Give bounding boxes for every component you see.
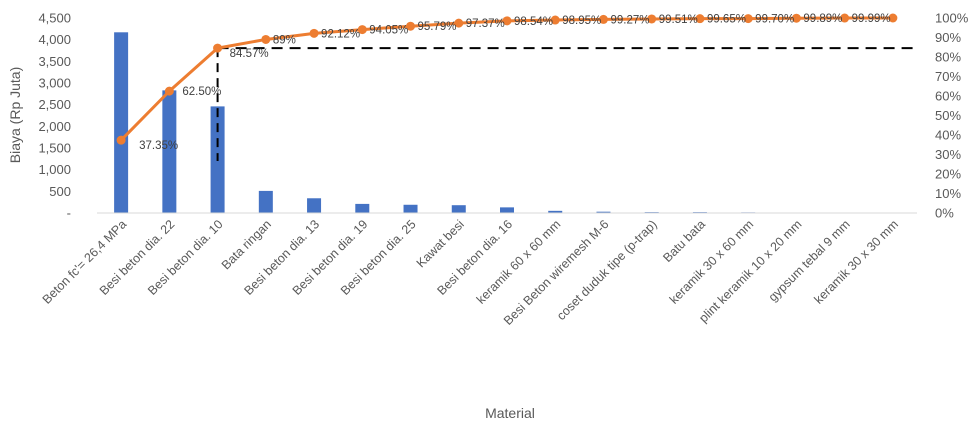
cumulative-point [116,135,126,145]
bar [403,204,418,213]
y-left-tick-label: 4,000 [38,32,71,47]
bar [258,190,273,213]
y-right-tick-label: 80% [935,50,961,65]
reference-lines [216,47,917,161]
cumulative-data-label: 99.70% [755,14,794,26]
y-left-tick-label: 4,500 [38,11,71,26]
cumulative-data-label: 84.57% [230,48,269,60]
y-right-tick-label: 90% [935,30,961,45]
cumulative-data-label: 62.50% [182,86,221,98]
y-axis-title: Biaya (Rp Juta) [7,67,23,163]
y-left-tick-label: - [67,206,71,221]
cumulative-point [502,16,512,26]
bar [355,203,370,213]
cumulative-point [213,43,223,53]
cumulative-point [598,14,608,24]
cumulative-data-label: 89% [273,34,296,46]
cumulative-point [888,13,898,23]
cumulative-data-label: 92.12% [321,28,360,40]
cumulative-point [550,15,560,25]
cumulative-data-label: 94.05% [369,25,408,37]
cumulative-point [743,14,753,24]
y-left-tick-label: 1,000 [38,162,71,177]
data-labels: 37.35% 62.50% 84.57% 89% 92.12% 94.05% 95.79% 9… [139,13,891,152]
cumulative-point [309,28,319,38]
cumulative-point [840,13,850,23]
y-right-axis: 0% 10% 20% 30% 40% 50% 60% 70% 80% 90% 100% [935,11,969,221]
cumulative-point [454,18,464,28]
cumulative-point [647,14,657,24]
cumulative-series-line [120,16,893,142]
cumulative-line [116,13,898,145]
bar [162,90,177,213]
cumulative-data-label: 98.54% [514,16,553,28]
y-right-tick-label: 0% [935,206,954,221]
y-left-tick-label: 2,500 [38,97,71,112]
y-left-tick-label: 2,000 [38,119,71,134]
x-category-label: keramik 60 x 60 mm [474,217,563,306]
bar [451,205,466,213]
cumulative-data-label: 97.37% [466,18,505,30]
y-right-tick-label: 20% [935,167,961,182]
cumulative-data-label: 99.99% [852,13,891,25]
cumulative-point [695,14,705,24]
cumulative-point [357,25,367,35]
x-category-label: keramik 30 x 30 mm [812,217,901,306]
x-axis-title: Material [485,405,535,421]
x-category-label: Batu bata [660,217,708,265]
cumulative-point [164,86,174,96]
x-category-label: gypsum tebal 9 mm [766,217,853,304]
bar [596,211,611,213]
cumulative-data-label: 99.27% [610,14,649,26]
cumulative-data-label: 99.65% [707,14,746,26]
y-right-tick-label: 30% [935,147,961,162]
y-right-tick-label: 10% [935,186,961,201]
cumulative-point [791,13,801,23]
y-right-tick-label: 60% [935,89,961,104]
cumulative-data-label: 37.35% [139,140,178,152]
y-left-tick-label: 3,500 [38,54,71,69]
y-right-tick-label: 50% [935,108,961,123]
cumulative-point [261,34,271,44]
cumulative-data-label: 95.79% [418,21,457,33]
bar [548,210,563,213]
y-right-tick-label: 40% [935,128,961,143]
cumulative-data-label: 99.51% [659,14,698,26]
bar [500,207,514,213]
y-left-tick-label: 500 [49,184,71,199]
x-category-label: Beton fc'= 26,4 MPa [40,217,130,307]
cumulative-data-label: 99.89% [803,13,842,25]
y-left-tick-label: 3,000 [38,76,71,91]
x-category-label: coset duduk tipe (p-trap) [554,217,660,323]
y-left-tick-label: 1,500 [38,141,71,156]
y-right-tick-label: 100% [935,11,969,26]
x-category-label: keramik 30 x 60 mm [667,217,756,306]
bar [114,32,129,213]
y-right-tick-label: 70% [935,69,961,84]
cumulative-data-label: 98.95% [562,15,601,27]
bar [307,198,322,213]
cumulative-point [406,21,416,31]
y-left-axis: - 500 1,000 1,500 2,000 2,500 3,000 3,500 4,000 4… [38,11,71,221]
